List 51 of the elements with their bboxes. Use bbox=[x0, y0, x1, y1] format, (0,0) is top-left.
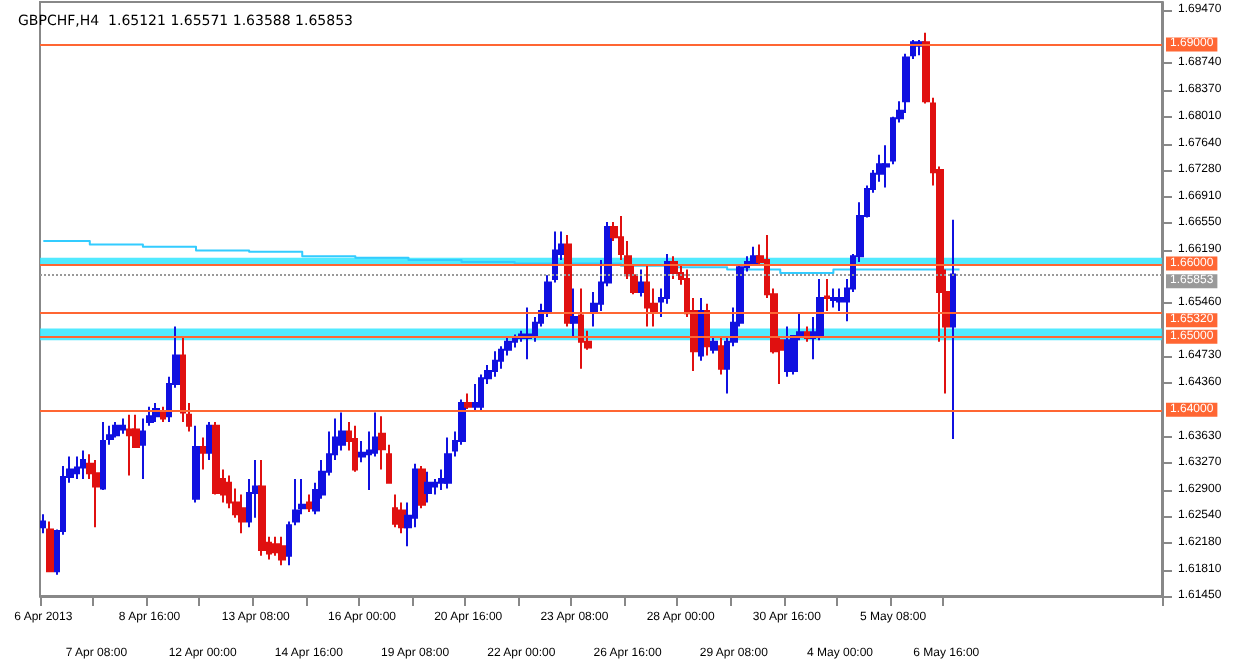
candlestick bbox=[40, 513, 46, 535]
candlestick bbox=[338, 411, 346, 452]
candlestick bbox=[306, 493, 312, 513]
candlestick bbox=[564, 234, 572, 328]
candlestick bbox=[200, 436, 206, 471]
candlestick bbox=[824, 277, 830, 313]
candlestick bbox=[570, 287, 578, 337]
candlestick bbox=[272, 535, 280, 557]
candlestick bbox=[120, 417, 126, 435]
candlestick bbox=[472, 383, 478, 413]
candlestick bbox=[478, 373, 484, 413]
candlestick bbox=[784, 325, 790, 378]
candlestick bbox=[80, 449, 86, 481]
candlestick bbox=[74, 455, 80, 481]
candlestick bbox=[704, 302, 710, 357]
candlestick bbox=[352, 424, 358, 473]
candlestick bbox=[432, 478, 438, 496]
candlestick bbox=[498, 345, 504, 370]
candlestick bbox=[830, 287, 836, 309]
candlestick bbox=[126, 413, 134, 477]
candlestick bbox=[524, 306, 532, 361]
candlestick bbox=[950, 218, 956, 440]
candlestick bbox=[418, 464, 426, 510]
candlestick bbox=[444, 436, 452, 490]
candlestick bbox=[180, 334, 186, 424]
candlestick bbox=[160, 405, 166, 424]
candlestick bbox=[492, 350, 498, 378]
candlestick bbox=[92, 459, 100, 529]
candlestick bbox=[212, 421, 220, 496]
candlestick bbox=[638, 268, 644, 298]
candlestick bbox=[226, 474, 232, 510]
candlestick bbox=[710, 334, 718, 355]
candlestick bbox=[718, 334, 724, 376]
candlestick bbox=[644, 264, 650, 328]
candlestick bbox=[206, 421, 212, 462]
candlestick bbox=[238, 493, 246, 535]
candlestick bbox=[278, 535, 286, 567]
candlestick bbox=[698, 296, 704, 362]
candlestick bbox=[46, 520, 54, 573]
candlestick bbox=[258, 459, 266, 557]
candlestick bbox=[192, 424, 200, 504]
candlestick bbox=[512, 333, 518, 349]
candlestick bbox=[398, 501, 406, 535]
candlestick bbox=[464, 392, 472, 410]
candlestick bbox=[578, 287, 584, 370]
candlestick bbox=[836, 287, 844, 313]
candlestick bbox=[100, 421, 106, 492]
candlestick bbox=[424, 470, 432, 504]
candlestick bbox=[392, 493, 398, 529]
candlestick bbox=[252, 459, 260, 519]
candlestick bbox=[112, 421, 120, 439]
